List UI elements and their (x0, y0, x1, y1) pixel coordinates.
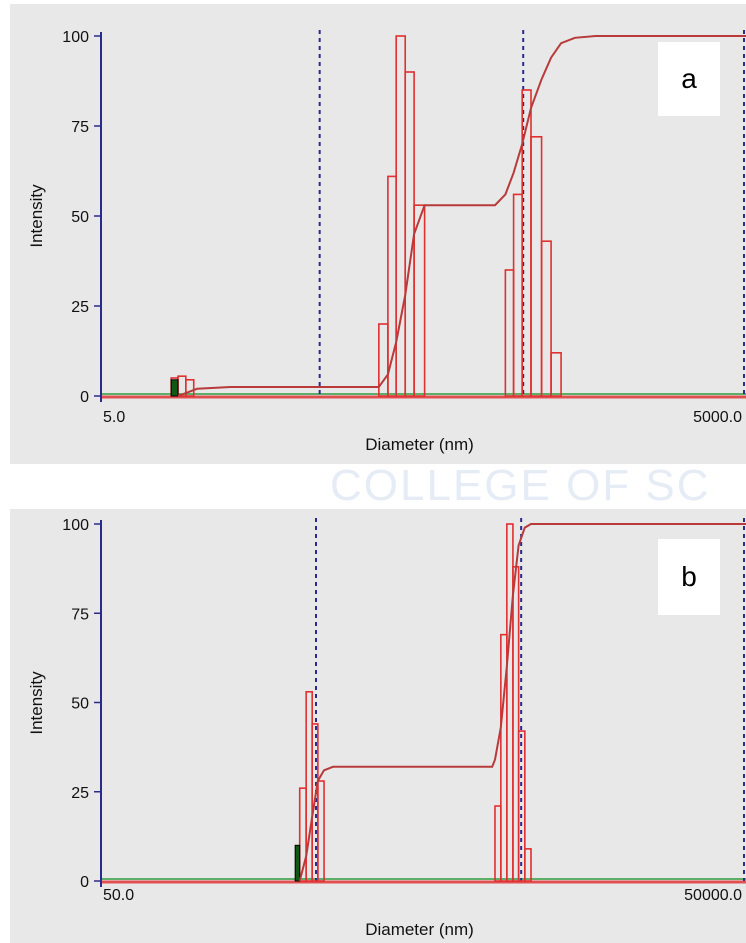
y-tick-label-75: 75 (71, 606, 89, 623)
chart-a-svg: 0 25 50 75 100 5.0 5000.0 Diameter (nm) Intensit… (27, 29, 746, 454)
bar-4 (494, 805, 502, 882)
y-tick-label-0: 0 (80, 389, 89, 406)
bar-7 (512, 566, 520, 882)
bar-3 (317, 780, 325, 882)
panel-label-b: b (658, 539, 720, 615)
y-tick-label-50: 50 (71, 696, 89, 713)
data-marker (294, 844, 301, 882)
bar-13 (550, 351, 562, 397)
y-axis-label: Intensity (27, 671, 46, 735)
bar-8 (504, 269, 515, 397)
y-tick-label-100: 100 (62, 29, 89, 46)
bar-12 (540, 240, 552, 397)
bar-2 (185, 378, 195, 397)
y-tick-label-25: 25 (71, 785, 89, 802)
bar-9 (512, 193, 523, 397)
bar-9 (524, 848, 532, 882)
y-tick-label-50: 50 (71, 209, 89, 226)
chart-panel-b: 0 25 50 75 100 50.0 50000.0 Diameter (nm) Intens… (10, 509, 746, 943)
cumulative-curve (298, 523, 746, 882)
bar-11 (530, 136, 543, 397)
y-axis-label: Intensity (27, 184, 46, 248)
bar-8 (517, 730, 526, 882)
chart-panel-a: 0 25 50 75 100 5.0 5000.0 Diameter (nm) Intensit… (10, 4, 746, 464)
y-tick-label-0: 0 (80, 874, 89, 891)
data-marker (170, 379, 179, 397)
bar-5 (395, 35, 407, 397)
cumulative-curve (177, 35, 746, 397)
bar-7 (413, 204, 426, 397)
y-tick-label-25: 25 (71, 299, 89, 316)
bar-4 (387, 175, 397, 397)
y-tick-label-100: 100 (62, 517, 89, 534)
x-tick-label-min: 50.0 (103, 887, 134, 904)
x-tick-label-max: 50000.0 (684, 887, 742, 904)
x-tick-label-min: 5.0 (103, 409, 125, 426)
x-tick-label-max: 5000.0 (693, 409, 742, 426)
x-axis-label: Diameter (nm) (365, 435, 474, 454)
panel-label-a: a (658, 42, 720, 116)
y-tick-label-75: 75 (71, 119, 89, 136)
watermark-text: COLLEGE OF SCIENCE (330, 462, 710, 510)
chart-b-svg: 0 25 50 75 100 50.0 50000.0 Diameter (nm) Intens… (27, 517, 746, 939)
bar-6 (506, 523, 514, 882)
x-axis-label: Diameter (nm) (365, 920, 474, 939)
bar-6 (404, 71, 415, 397)
